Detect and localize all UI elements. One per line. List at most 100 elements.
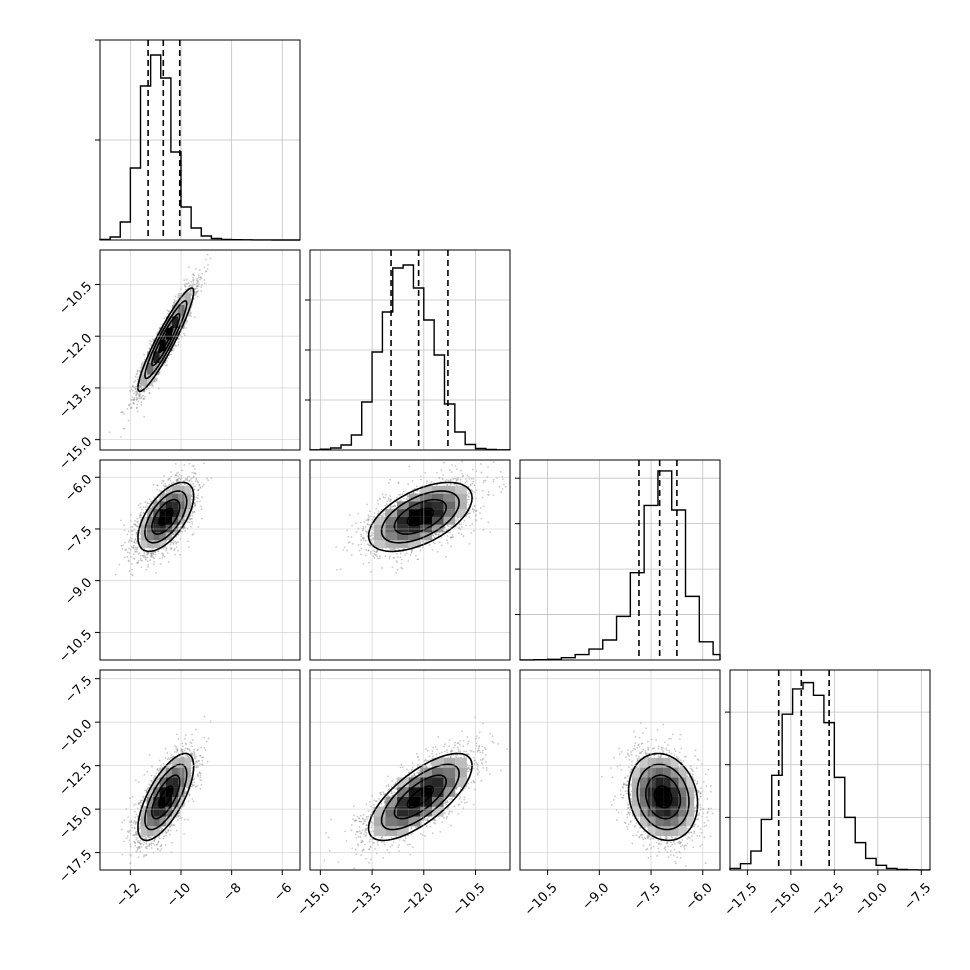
sample-point — [139, 514, 142, 517]
sample-point — [137, 393, 140, 396]
sample-point — [131, 396, 133, 398]
sample-point — [122, 427, 125, 430]
sample-point — [186, 320, 189, 323]
sample-point — [186, 479, 189, 481]
sample-point — [177, 549, 179, 552]
sample-point — [160, 482, 163, 485]
sample-point — [183, 285, 186, 287]
sample-point — [120, 544, 123, 547]
sample-point — [123, 529, 126, 532]
sample-point — [203, 266, 206, 269]
sample-point — [132, 398, 135, 401]
sample-point — [157, 550, 159, 552]
sample-point — [138, 369, 141, 372]
sample-point — [171, 482, 173, 484]
histogram-step-3 — [729, 681, 931, 871]
density-cell — [178, 293, 185, 305]
sample-point — [196, 500, 198, 503]
sample-point — [127, 419, 130, 422]
sample-point — [146, 556, 149, 559]
sample-point — [166, 364, 168, 367]
sample-point — [190, 290, 192, 293]
sample-point — [203, 282, 206, 285]
sample-point — [201, 496, 203, 499]
sample-point — [136, 551, 139, 553]
sample-point — [200, 505, 202, 508]
sample-point — [140, 511, 142, 514]
sample-point — [215, 231, 217, 233]
sample-point — [149, 559, 152, 561]
sample-point — [196, 277, 198, 280]
sample-point — [145, 568, 148, 571]
sample-point — [170, 546, 173, 549]
sample-point — [191, 517, 194, 520]
sample-point — [165, 547, 168, 550]
sample-point — [165, 547, 168, 550]
sample-point — [151, 553, 153, 556]
sample-point — [156, 378, 158, 380]
panel-frame — [519, 459, 721, 661]
contour-level-0 — [158, 325, 174, 354]
sample-point — [197, 276, 200, 279]
sample-point — [123, 524, 125, 527]
sample-point — [148, 347, 151, 350]
sample-point — [190, 294, 193, 296]
sample-point — [135, 393, 138, 395]
sample-point — [131, 568, 133, 571]
sample-point — [146, 502, 149, 505]
sample-point — [189, 290, 191, 293]
sample-point — [183, 526, 186, 528]
sample-point — [128, 539, 131, 542]
sample-point — [194, 472, 197, 474]
sample-point — [191, 494, 194, 496]
sample-point — [192, 465, 195, 468]
sample-point — [121, 548, 124, 550]
sample-point — [119, 519, 122, 522]
density-cell — [140, 362, 148, 375]
sample-point — [138, 552, 141, 555]
sample-point — [177, 533, 180, 536]
sample-point — [133, 523, 135, 526]
sample-point — [173, 301, 176, 304]
sample-point — [198, 484, 201, 486]
sample-point — [140, 508, 143, 511]
sample-point — [139, 389, 142, 391]
sample-point — [199, 276, 202, 278]
sample-point — [126, 555, 129, 558]
sample-point — [128, 404, 131, 406]
sample-point — [199, 500, 201, 503]
sample-point — [196, 494, 199, 497]
sample-point — [189, 289, 192, 292]
density-cell — [165, 328, 173, 340]
panel-content — [114, 462, 213, 577]
sample-point — [176, 478, 179, 481]
sample-point — [196, 285, 199, 287]
sample-point — [161, 479, 164, 482]
sample-point — [197, 489, 200, 492]
sample-point — [150, 554, 153, 557]
sample-point — [142, 394, 145, 397]
sample-point — [137, 400, 140, 403]
sample-point — [176, 480, 178, 483]
sample-point — [138, 394, 141, 397]
sample-point — [131, 385, 134, 388]
sample-point — [189, 291, 192, 294]
sample-point — [188, 518, 191, 521]
sample-point — [127, 559, 130, 562]
sample-point — [136, 525, 139, 528]
sample-point — [167, 310, 170, 313]
sample-point — [188, 479, 191, 482]
sample-point — [177, 541, 180, 544]
sample-point — [172, 533, 175, 536]
sample-point — [191, 465, 194, 467]
sample-point — [136, 392, 139, 395]
density-cell — [184, 304, 191, 317]
sample-point — [134, 548, 136, 551]
sample-point — [174, 474, 177, 477]
sample-point — [136, 562, 139, 565]
sample-point — [166, 552, 169, 554]
sample-point — [143, 389, 146, 392]
sample-point — [159, 563, 162, 566]
sample-point — [191, 520, 193, 523]
